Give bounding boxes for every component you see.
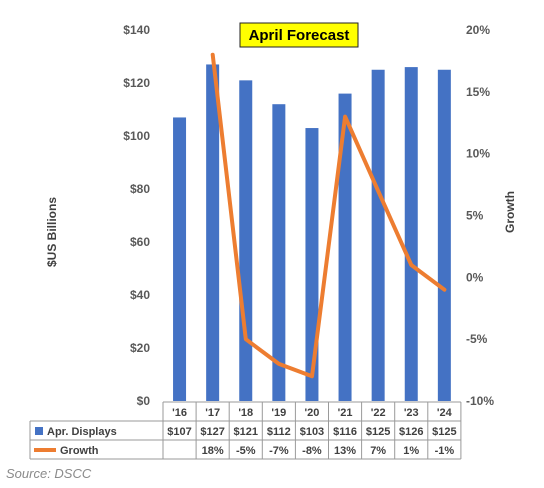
- data-label: 1%: [403, 445, 419, 457]
- bar-series: [173, 64, 451, 402]
- x-tick-label: '20: [305, 407, 320, 419]
- y2-tick-label: 10%: [466, 147, 490, 161]
- y2-tick-label: -5%: [466, 332, 488, 346]
- legend-key-bar: [35, 427, 43, 435]
- data-label: $121: [234, 426, 258, 438]
- y2-tick-label: 0%: [466, 270, 484, 284]
- bar: [272, 104, 286, 401]
- chart-title: April Forecast: [249, 27, 350, 44]
- y2-tick-label: 5%: [466, 209, 484, 223]
- x-tick-label: '22: [371, 407, 386, 419]
- data-label: 7%: [370, 445, 386, 457]
- bar: [173, 117, 187, 401]
- growth-line: [210, 52, 447, 379]
- data-label: $125: [432, 426, 456, 438]
- data-label: $112: [267, 426, 291, 438]
- y2-tick-label: 15%: [466, 85, 490, 99]
- y2-axis-ticks: -10% -5% 0% 5% 10% 15% 20%: [466, 23, 494, 408]
- legend-label: Apr. Displays: [47, 426, 117, 438]
- bar: [437, 69, 451, 401]
- y-tick-label: $40: [130, 288, 150, 302]
- y2-tick-label: -10%: [466, 394, 494, 408]
- y-axis-title: $US Billions: [45, 197, 59, 267]
- y-tick-label: $20: [130, 341, 150, 355]
- y2-axis-title: Growth: [503, 191, 517, 233]
- data-label: 13%: [334, 445, 356, 457]
- y-tick-label: $140: [123, 23, 150, 37]
- bar: [338, 93, 352, 401]
- data-label: $126: [399, 426, 423, 438]
- y-tick-label: $0: [137, 394, 151, 408]
- y-tick-label: $120: [123, 76, 150, 90]
- bar: [206, 64, 220, 401]
- data-label: $107: [167, 426, 191, 438]
- data-label: -1%: [435, 445, 455, 457]
- data-label: -7%: [269, 445, 289, 457]
- bar: [404, 67, 418, 401]
- data-table: '16 '17 '18 '19 '20 '21 '22 '23 '24 Apr. Displays…: [29, 401, 462, 460]
- source-note: Source: DSCC: [6, 466, 92, 481]
- x-tick-label: '21: [338, 407, 353, 419]
- x-tick-label: '18: [238, 407, 253, 419]
- data-label: $125: [366, 426, 390, 438]
- x-tick-label: '16: [172, 407, 187, 419]
- title-box: [239, 22, 359, 48]
- data-label: $116: [333, 426, 357, 438]
- y-tick-label: $60: [130, 235, 150, 249]
- data-label: $127: [200, 426, 224, 438]
- x-tick-label: '17: [205, 407, 220, 419]
- data-label: $103: [300, 426, 324, 438]
- bar: [305, 128, 319, 402]
- bar: [239, 80, 253, 401]
- y-axis-ticks: $0 $20 $40 $60 $80 $100 $120 $140: [123, 23, 150, 408]
- y-tick-label: $100: [123, 129, 150, 143]
- x-tick-label: '19: [271, 407, 286, 419]
- bar: [371, 69, 385, 401]
- legend-label: Growth: [60, 445, 99, 457]
- data-label: 18%: [202, 445, 224, 457]
- x-tick-label: '23: [404, 407, 419, 419]
- data-label: -8%: [302, 445, 322, 457]
- data-label: -5%: [236, 445, 256, 457]
- y2-tick-label: 20%: [466, 23, 490, 37]
- y-tick-label: $80: [130, 182, 150, 196]
- x-tick-label: '24: [437, 407, 453, 419]
